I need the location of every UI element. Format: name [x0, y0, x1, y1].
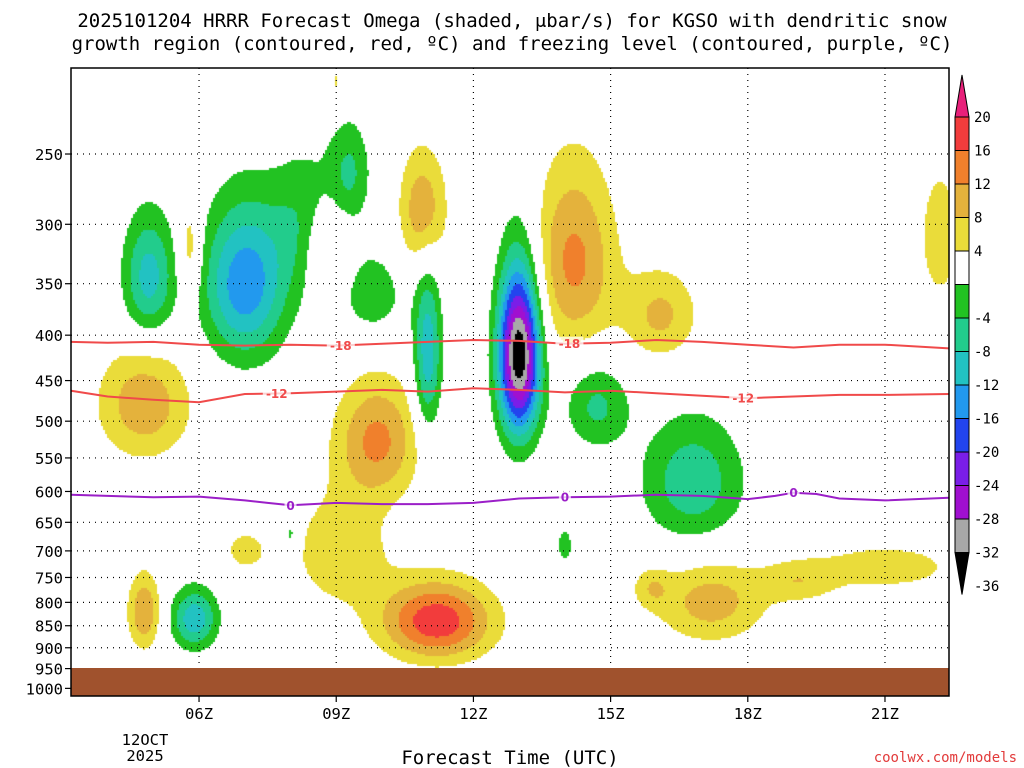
x-tick-label-12Z: 12Z — [459, 705, 487, 723]
date-label-day-month: 12OCT — [122, 731, 169, 749]
dgz-18-label-bg-0 — [326, 338, 355, 353]
dgz-18-contour — [70, 338, 950, 350]
colorbar-bin-8-to-12 — [954, 183, 970, 218]
x-tick-label-18Z: 18Z — [734, 705, 762, 723]
dgz-12-label-bg-1 — [729, 390, 758, 405]
dgz-12-label-1: -12 — [732, 391, 754, 405]
colorbar-label-4: 4 — [974, 244, 982, 260]
y-tick-label-250: 250 — [35, 146, 63, 164]
date-label-year: 2025 — [126, 747, 163, 765]
colorbar-bin--24-to--20 — [954, 418, 970, 453]
y-tick-label-1000: 1000 — [26, 680, 63, 698]
y-tick-label-350: 350 — [35, 276, 63, 294]
x-axis-title: Forecast Time (UTC) — [401, 747, 618, 768]
colorbar-bin-4-to-8 — [954, 217, 970, 252]
colorbar-label--8: -8 — [974, 345, 991, 361]
colorbar-label--16: -16 — [974, 412, 999, 428]
freezing-level-label-1: 0 — [561, 491, 569, 505]
colorbar-bin--12-to--8 — [954, 317, 970, 352]
freezing-level-label-bg-2 — [787, 485, 800, 500]
colorbar-label--20: -20 — [974, 445, 999, 461]
y-tick-label-950: 950 — [35, 661, 63, 679]
colorbar-bin--16-to--12 — [954, 351, 970, 386]
colorbar-label--24: -24 — [974, 479, 999, 495]
colorbar-bin-12-to-16 — [954, 150, 970, 185]
dgz-18-label-0: -18 — [330, 339, 352, 353]
ground-below-surface — [71, 668, 949, 696]
freezing-level-label-bg-1 — [558, 490, 571, 505]
omega-shading — [71, 68, 949, 668]
dgz-18-label-1: -18 — [559, 337, 581, 351]
colorbar-bin--28-to--24 — [954, 451, 970, 486]
plot-area: -18 -18 -12 -12 0 0 0 — [70, 68, 950, 696]
y-tick-label-400: 400 — [35, 327, 63, 345]
axes: 250 300 350 400 450 500 550 600 650 700 750 800 850 9… — [26, 146, 899, 723]
y-tick-label-550: 550 — [35, 450, 63, 468]
freezing-level-label-0: 0 — [286, 499, 294, 513]
dgz-12-contour — [70, 387, 950, 404]
y-tick-label-500: 500 — [35, 413, 63, 431]
colorbar-bin--36-to--32 — [954, 518, 970, 553]
chart-title: 2025101204 HRRR Forecast Omega (shaded, … — [72, 10, 953, 55]
freezing-level-label-2: 0 — [789, 486, 797, 500]
x-tick-label-21Z: 21Z — [871, 705, 899, 723]
y-tick-label-600: 600 — [35, 483, 63, 501]
dgz-18-label-bg-1 — [555, 336, 584, 351]
colorbar-label--28: -28 — [974, 512, 999, 528]
y-tick-label-300: 300 — [35, 216, 63, 234]
colorbar-under-arrow — [954, 552, 970, 595]
y-tick-label-650: 650 — [35, 514, 63, 532]
freezing-level-contour — [70, 491, 950, 507]
colorbar-bin--8-to--4 — [954, 284, 970, 319]
x-tick-label-09Z: 09Z — [322, 705, 350, 723]
title-line-1: 2025101204 HRRR Forecast Omega (shaded, … — [77, 10, 947, 32]
colorbar-label-20: 20 — [974, 110, 991, 126]
watermark: coolwx.com/models — [874, 750, 1017, 766]
colorbar: 20 16 12 8 4 -4 -8 -12 -16 -20 -24 -28 -32 -36 — [954, 74, 999, 595]
colorbar-bin--4-to-4 — [954, 250, 970, 285]
colorbar-label-16: 16 — [974, 144, 991, 160]
title-line-2: growth region (contoured, red, ºC) and f… — [72, 33, 953, 55]
colorbar-label--12: -12 — [974, 378, 999, 394]
y-tick-label-750: 750 — [35, 569, 63, 587]
y-tick-label-900: 900 — [35, 640, 63, 658]
x-tick-label-06Z: 06Z — [185, 705, 213, 723]
colorbar-label-12: 12 — [974, 177, 991, 193]
y-tick-label-450: 450 — [35, 373, 63, 391]
dgz-12-label-bg-0 — [262, 386, 291, 401]
plot-frame — [70, 67, 950, 697]
colorbar-label--4: -4 — [974, 311, 991, 327]
colorbar-bin--20-to--16 — [954, 384, 970, 419]
y-tick-label-700: 700 — [35, 543, 63, 561]
colorbar-over-arrow — [954, 74, 970, 118]
x-tick-label-15Z: 15Z — [597, 705, 625, 723]
y-tick-label-850: 850 — [35, 618, 63, 636]
freezing-level-label-bg-0 — [284, 498, 297, 513]
colorbar-bin-16-to-20 — [954, 116, 970, 151]
colorbar-label--32: -32 — [974, 546, 999, 562]
colorbar-label-8: 8 — [974, 211, 982, 227]
y-tick-label-800: 800 — [35, 594, 63, 612]
colorbar-label--36: -36 — [974, 579, 999, 595]
colorbar-bin--32-to--28 — [954, 485, 970, 520]
dgz-12-label-0: -12 — [266, 387, 288, 401]
